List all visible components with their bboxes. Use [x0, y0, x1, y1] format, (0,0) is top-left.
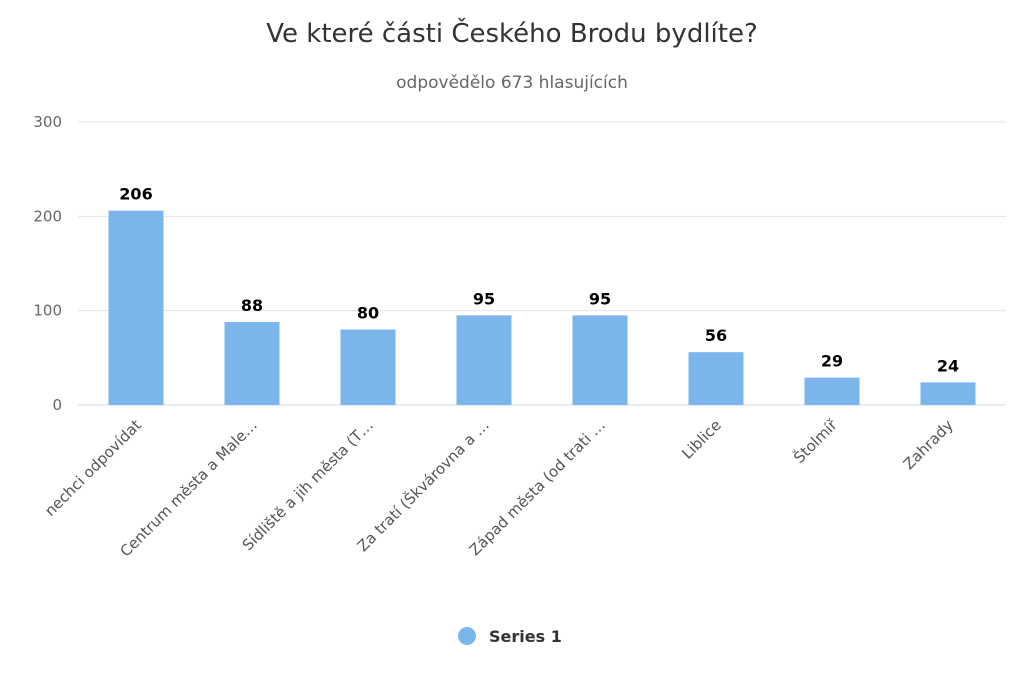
bar[interactable]: [688, 352, 744, 405]
y-tick-label: 300: [33, 113, 62, 131]
y-tick-label: 0: [52, 396, 62, 414]
y-tick-label: 200: [33, 207, 62, 225]
bar[interactable]: [456, 315, 512, 405]
bar[interactable]: [108, 210, 164, 405]
data-labels: 206 88 80 95 95 56 29 24: [119, 185, 959, 376]
legend-marker[interactable]: [458, 627, 476, 645]
bar[interactable]: [572, 315, 628, 405]
chart-subtitle: odpovědělo 673 hlasujících: [396, 73, 628, 93]
x-tick-label: nechci odpovídat: [41, 416, 145, 520]
data-label: 80: [357, 304, 379, 323]
x-tick-label: Štolmíř: [789, 415, 841, 467]
x-tick-label: Sídliště a jih města (T…: [239, 416, 377, 554]
x-tick-label: Za tratí (Škvárovna a …: [353, 415, 493, 555]
y-tick-label: 100: [33, 302, 62, 320]
x-tick-label: Liblice: [678, 416, 725, 463]
data-label: 88: [241, 296, 263, 315]
bars: [108, 210, 976, 405]
data-label: 56: [705, 326, 727, 345]
data-label: 95: [589, 289, 611, 308]
bar[interactable]: [340, 329, 396, 405]
bar[interactable]: [224, 321, 280, 405]
data-label: 24: [937, 356, 959, 375]
bar[interactable]: [920, 382, 976, 405]
legend[interactable]: Series 1: [458, 627, 562, 646]
data-label: 95: [473, 289, 495, 308]
chart-title: Ve které části Českého Brodu bydlíte?: [266, 17, 758, 49]
bar[interactable]: [804, 377, 860, 405]
legend-label[interactable]: Series 1: [489, 627, 562, 646]
x-tick-label: Centrum města a Male…: [116, 416, 260, 560]
y-axis-ticks: 0 100 200 300: [33, 113, 62, 414]
data-label: 206: [119, 185, 152, 204]
gridlines: [78, 121, 1006, 406]
x-tick-label: Západ města (od trati …: [466, 416, 609, 559]
data-label: 29: [821, 352, 843, 371]
x-tick-label: Zahrady: [900, 416, 957, 473]
